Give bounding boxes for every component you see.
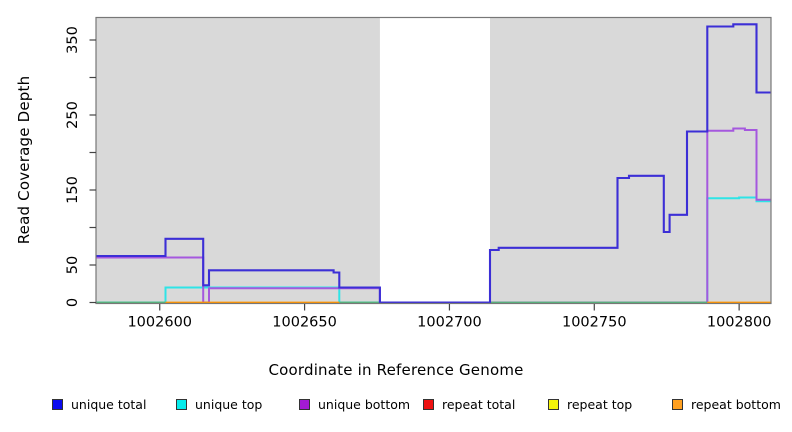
legend-swatch-icon [548,398,559,410]
x-tick-label: 1002750 [562,315,627,331]
legend-item-repeat-bottom: repeat bottom [672,395,781,413]
legend-swatch-icon [672,398,683,410]
y-tick-label: 350 [65,26,81,54]
legend-label: unique bottom [318,396,411,412]
y-tick-label: 0 [65,298,81,307]
legend-item-unique-top: unique top [176,395,262,413]
legend-swatch-icon [423,398,434,410]
legend-label: unique top [195,396,263,412]
legend-label: repeat bottom [691,396,781,412]
x-tick-label: 1002700 [417,315,482,331]
x-tick-label: 1002800 [707,315,772,331]
legend-label: unique total [71,396,147,412]
legend-item-unique-bottom: unique bottom [299,395,410,413]
masked-region [379,18,490,304]
series-line-unique-total [96,23,771,304]
legend-swatch-icon [299,398,310,410]
y-tick-label: 50 [65,256,81,274]
x-tick-label: 1002600 [127,315,192,331]
legend: unique total unique top unique bottom repea… [0,395,792,415]
legend-swatch-icon [176,398,187,410]
legend-item-repeat-total: repeat total [423,395,515,413]
y-axis-title-text: Read Coverage Depth [15,75,33,245]
legend-label: repeat total [442,396,516,412]
y-tick-label: 250 [65,101,81,129]
legend-label: repeat top [567,396,633,412]
x-tick-label: 1002650 [272,315,337,331]
legend-swatch-icon [52,398,63,410]
x-axis-title: Coordinate in Reference Genome [268,361,524,379]
y-tick-label: 150 [65,176,81,204]
legend-item-repeat-top: repeat top [548,395,632,413]
legend-item-unique-total: unique total [52,395,146,413]
plot-border [95,16,772,305]
